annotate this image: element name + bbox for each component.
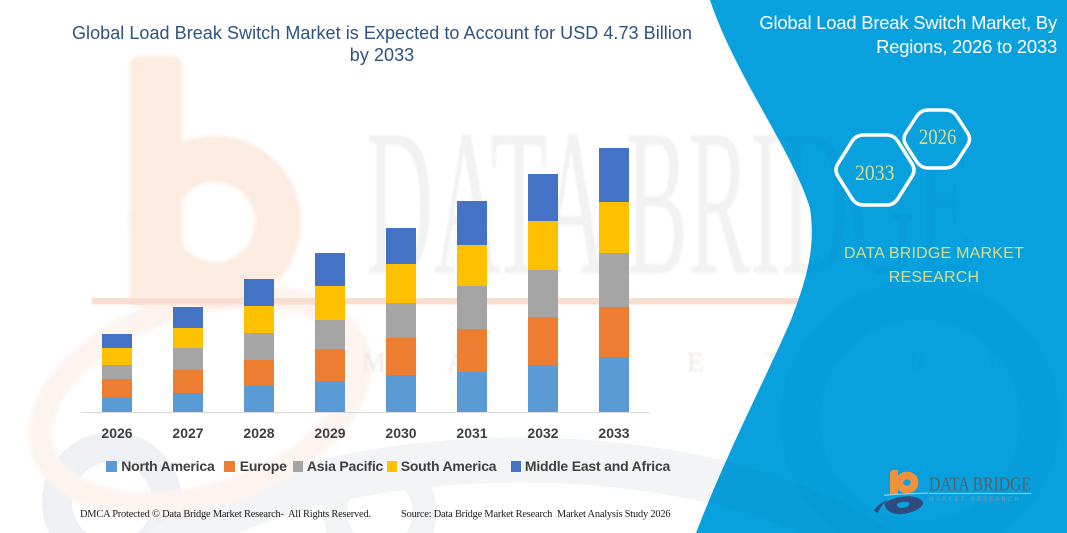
svg-text:2026: 2026 bbox=[919, 125, 957, 149]
svg-text:MARKET RESEARCH: MARKET RESEARCH bbox=[362, 347, 1067, 377]
svg-text:DATA BRIDGE: DATA BRIDGE bbox=[929, 473, 1031, 495]
svg-text:MARKET RESEARCH: MARKET RESEARCH bbox=[929, 496, 1021, 503]
svg-text:2033: 2033 bbox=[855, 161, 895, 185]
